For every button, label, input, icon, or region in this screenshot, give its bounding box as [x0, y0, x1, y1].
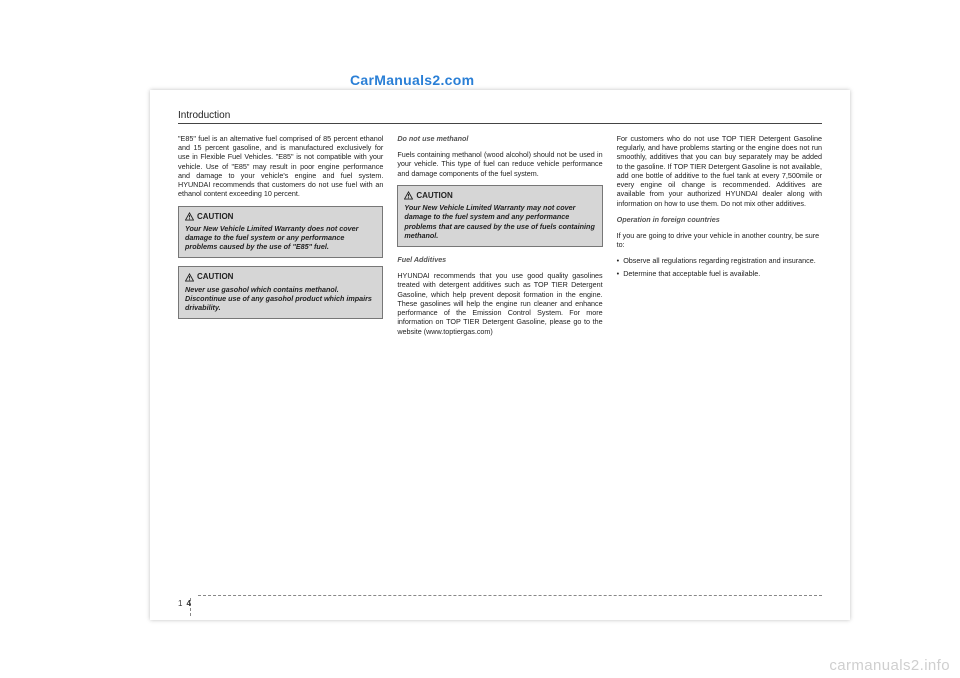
site-brand: CarManuals2.com: [350, 72, 474, 88]
warning-icon: [185, 273, 194, 282]
footer-divider: [198, 595, 822, 596]
caution-label: CAUTION: [197, 272, 233, 282]
subheading: Operation in foreign countries: [617, 215, 822, 224]
body-text: Fuels containing methanol (wood alcohol)…: [397, 150, 602, 178]
list-item: • Determine that acceptable fuel is avai…: [617, 269, 822, 278]
body-text: If you are going to drive your vehicle i…: [617, 231, 822, 249]
subheading: Fuel Additives: [397, 255, 602, 264]
watermark: carmanuals2.info: [829, 657, 950, 674]
manual-page: CarManuals2.com Introduction "E85" fuel …: [150, 90, 850, 620]
list-item-text: Observe all regulations regarding regist…: [623, 256, 816, 265]
warning-icon: [404, 191, 413, 200]
list-item: • Observe all regulations regarding regi…: [617, 256, 822, 265]
warning-icon: [185, 212, 194, 221]
body-text: "E85" fuel is an alternative fuel compri…: [178, 134, 383, 199]
column-1: "E85" fuel is an alternative fuel compri…: [178, 134, 383, 343]
list-item-text: Determine that acceptable fuel is availa…: [623, 269, 760, 278]
caution-box: CAUTION Your New Vehicle Limited Warrant…: [397, 185, 602, 247]
subheading: Do not use methanol: [397, 134, 602, 143]
caution-text: Never use gasohol which contains methano…: [185, 285, 376, 313]
caution-box: CAUTION Never use gasohol which contains…: [178, 266, 383, 319]
section-title: Introduction: [178, 110, 822, 124]
body-text: HYUNDAI recommends that you use good qua…: [397, 271, 602, 336]
column-3: For customers who do not use TOP TIER De…: [617, 134, 822, 343]
caution-heading: CAUTION: [404, 191, 595, 201]
page-number-value: 4: [186, 599, 190, 608]
caution-text: Your New Vehicle Limited Warranty may no…: [404, 203, 595, 240]
caution-label: CAUTION: [416, 191, 452, 201]
column-2: Do not use methanol Fuels containing met…: [397, 134, 602, 343]
caution-heading: CAUTION: [185, 272, 376, 282]
bullet-icon: •: [617, 269, 620, 278]
content-columns: "E85" fuel is an alternative fuel compri…: [178, 134, 822, 343]
caution-label: CAUTION: [197, 212, 233, 222]
page-number: 1 4: [178, 599, 191, 608]
caution-text: Your New Vehicle Limited Warranty does n…: [185, 224, 376, 252]
chapter-number: 1: [178, 599, 182, 608]
bullet-icon: •: [617, 256, 620, 265]
caution-heading: CAUTION: [185, 212, 376, 222]
caution-box: CAUTION Your New Vehicle Limited Warrant…: [178, 206, 383, 259]
body-text: For customers who do not use TOP TIER De…: [617, 134, 822, 208]
